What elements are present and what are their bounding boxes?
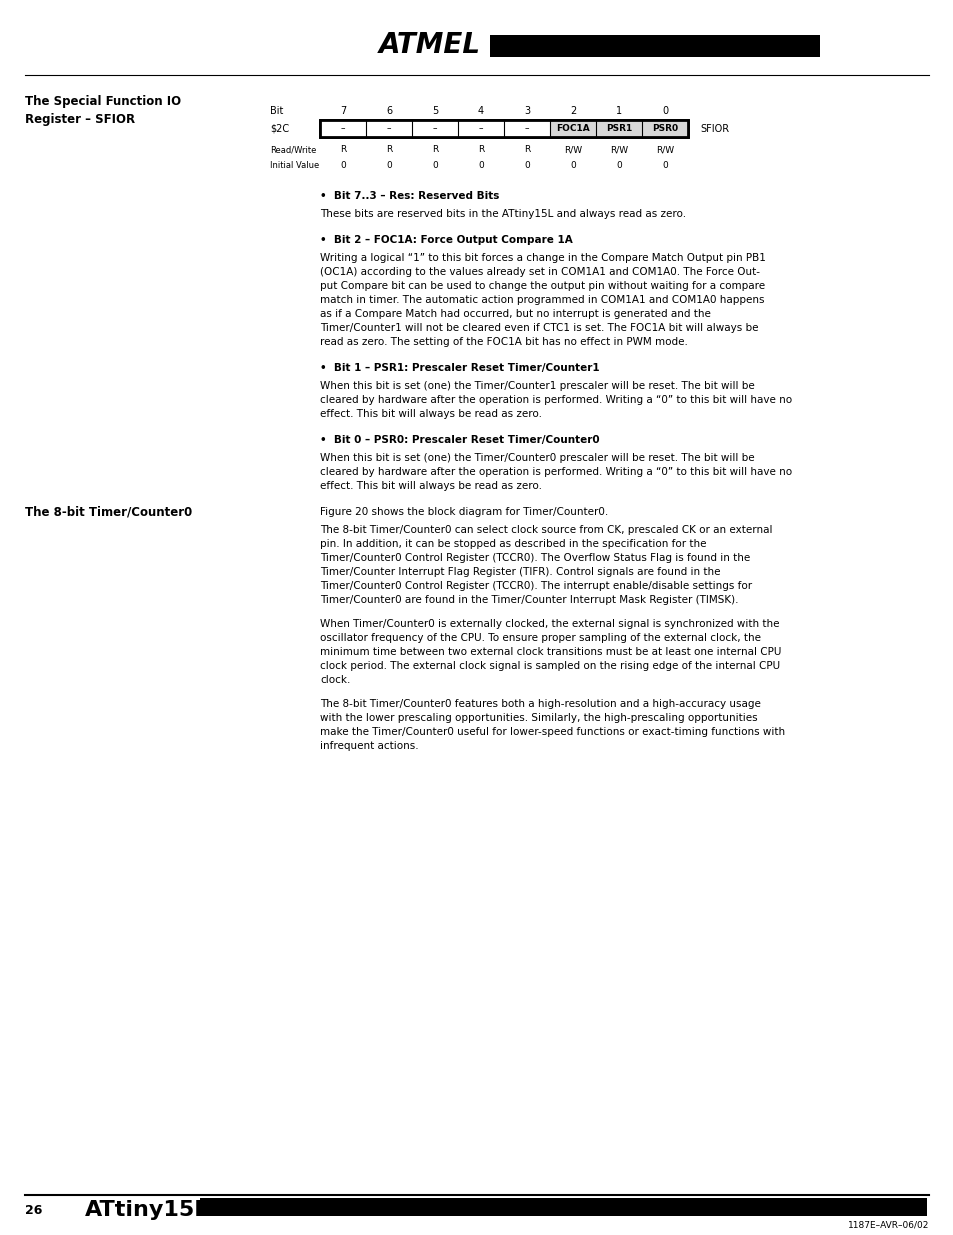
Bar bbox=[503, 120, 550, 137]
Text: PSR1: PSR1 bbox=[605, 124, 632, 133]
Text: 0: 0 bbox=[340, 161, 346, 169]
Text: 2: 2 bbox=[569, 106, 576, 116]
Text: Timer/Counter0 are found in the Timer/Counter Interrupt Mask Register (TIMSK).: Timer/Counter0 are found in the Timer/Co… bbox=[319, 595, 738, 605]
Text: R: R bbox=[432, 146, 437, 154]
Text: 5: 5 bbox=[432, 106, 437, 116]
Text: clock.: clock. bbox=[319, 676, 350, 685]
Bar bbox=[319, 120, 687, 137]
Text: put Compare bit can be used to change the output pin without waiting for a compa: put Compare bit can be used to change th… bbox=[319, 282, 764, 291]
Text: effect. This bit will always be read as zero.: effect. This bit will always be read as … bbox=[319, 480, 541, 492]
Bar bbox=[319, 120, 687, 137]
Text: clock period. The external clock signal is sampled on the rising edge of the int: clock period. The external clock signal … bbox=[319, 661, 780, 671]
Text: R: R bbox=[339, 146, 346, 154]
Text: $2C: $2C bbox=[270, 124, 289, 133]
Text: •  Bit 7..3 – Res: Reserved Bits: • Bit 7..3 – Res: Reserved Bits bbox=[319, 191, 498, 201]
Text: 0: 0 bbox=[477, 161, 483, 169]
Text: –: – bbox=[433, 124, 436, 133]
Text: Figure 20 shows the block diagram for Timer/Counter0.: Figure 20 shows the block diagram for Ti… bbox=[319, 508, 608, 517]
Text: PSR0: PSR0 bbox=[651, 124, 678, 133]
Text: •  Bit 0 – PSR0: Prescaler Reset Timer/Counter0: • Bit 0 – PSR0: Prescaler Reset Timer/Co… bbox=[319, 435, 599, 445]
Text: When this bit is set (one) the Timer/Counter0 prescaler will be reset. The bit w: When this bit is set (one) the Timer/Cou… bbox=[319, 453, 754, 463]
Text: –: – bbox=[340, 124, 345, 133]
Bar bbox=[319, 120, 366, 137]
Text: 7: 7 bbox=[339, 106, 346, 116]
Text: •  Bit 1 – PSR1: Prescaler Reset Timer/Counter1: • Bit 1 – PSR1: Prescaler Reset Timer/Co… bbox=[319, 363, 599, 373]
Bar bbox=[490, 35, 820, 57]
Text: R/W: R/W bbox=[656, 146, 674, 154]
Text: 0: 0 bbox=[661, 106, 667, 116]
Text: effect. This bit will always be read as zero.: effect. This bit will always be read as … bbox=[319, 409, 541, 419]
Text: FOC1A: FOC1A bbox=[556, 124, 589, 133]
Text: with the lower prescaling opportunities. Similarly, the high-prescaling opportun: with the lower prescaling opportunities.… bbox=[319, 713, 757, 722]
Text: –: – bbox=[524, 124, 529, 133]
Text: 0: 0 bbox=[616, 161, 621, 169]
Text: 0: 0 bbox=[661, 161, 667, 169]
Text: (OC1A) according to the values already set in COM1A1 and COM1A0. The Force Out-: (OC1A) according to the values already s… bbox=[319, 267, 760, 277]
Text: cleared by hardware after the operation is performed. Writing a “0” to this bit : cleared by hardware after the operation … bbox=[319, 467, 791, 477]
Text: cleared by hardware after the operation is performed. Writing a “0” to this bit : cleared by hardware after the operation … bbox=[319, 395, 791, 405]
Text: The Special Function IO
Register – SFIOR: The Special Function IO Register – SFIOR bbox=[25, 95, 181, 126]
Bar bbox=[366, 120, 412, 137]
Text: Bit: Bit bbox=[270, 106, 283, 116]
Text: Timer/Counter0 Control Register (TCCR0). The Overflow Status Flag is found in th: Timer/Counter0 Control Register (TCCR0).… bbox=[319, 553, 749, 563]
Text: Writing a logical “1” to this bit forces a change in the Compare Match Output pi: Writing a logical “1” to this bit forces… bbox=[319, 253, 765, 263]
Text: ATMEL: ATMEL bbox=[378, 31, 480, 59]
Text: Initial Value: Initial Value bbox=[270, 161, 319, 169]
Text: When Timer/Counter0 is externally clocked, the external signal is synchronized w: When Timer/Counter0 is externally clocke… bbox=[319, 619, 779, 629]
Text: ATtiny15L: ATtiny15L bbox=[85, 1200, 209, 1220]
Text: Read/Write: Read/Write bbox=[270, 146, 316, 154]
Text: infrequent actions.: infrequent actions. bbox=[319, 741, 418, 751]
Text: 4: 4 bbox=[477, 106, 483, 116]
Text: The 8-bit Timer/Counter0: The 8-bit Timer/Counter0 bbox=[25, 505, 193, 519]
Bar bbox=[596, 120, 641, 137]
Text: When this bit is set (one) the Timer/Counter1 prescaler will be reset. The bit w: When this bit is set (one) the Timer/Cou… bbox=[319, 382, 754, 391]
Text: •  Bit 2 – FOC1A: Force Output Compare 1A: • Bit 2 – FOC1A: Force Output Compare 1A bbox=[319, 235, 572, 245]
Bar bbox=[550, 120, 596, 137]
Text: 0: 0 bbox=[523, 161, 529, 169]
Text: read as zero. The setting of the FOC1A bit has no effect in PWM mode.: read as zero. The setting of the FOC1A b… bbox=[319, 337, 687, 347]
Text: R/W: R/W bbox=[609, 146, 627, 154]
Text: as if a Compare Match had occurred, but no interrupt is generated and the: as if a Compare Match had occurred, but … bbox=[319, 309, 710, 319]
Text: make the Timer/Counter0 useful for lower-speed functions or exact-timing functio: make the Timer/Counter0 useful for lower… bbox=[319, 727, 784, 737]
Text: The 8-bit Timer/Counter0 can select clock source from CK, prescaled CK or an ext: The 8-bit Timer/Counter0 can select cloc… bbox=[319, 525, 772, 535]
Text: 6: 6 bbox=[386, 106, 392, 116]
Text: minimum time between two external clock transitions must be at least one interna: minimum time between two external clock … bbox=[319, 647, 781, 657]
Text: 3: 3 bbox=[523, 106, 530, 116]
Text: oscillator frequency of the CPU. To ensure proper sampling of the external clock: oscillator frequency of the CPU. To ensu… bbox=[319, 634, 760, 643]
Text: R: R bbox=[477, 146, 483, 154]
Bar bbox=[641, 120, 687, 137]
Text: 1: 1 bbox=[616, 106, 621, 116]
Text: match in timer. The automatic action programmed in COM1A1 and COM1A0 happens: match in timer. The automatic action pro… bbox=[319, 295, 763, 305]
Text: 0: 0 bbox=[386, 161, 392, 169]
Text: pin. In addition, it can be stopped as described in the specification for the: pin. In addition, it can be stopped as d… bbox=[319, 538, 706, 550]
Bar bbox=[457, 120, 503, 137]
Text: 0: 0 bbox=[570, 161, 576, 169]
Text: Timer/Counter Interrupt Flag Register (TIFR). Control signals are found in the: Timer/Counter Interrupt Flag Register (T… bbox=[319, 567, 720, 577]
Bar bbox=[412, 120, 457, 137]
Text: The 8-bit Timer/Counter0 features both a high-resolution and a high-accuracy usa: The 8-bit Timer/Counter0 features both a… bbox=[319, 699, 760, 709]
Text: R: R bbox=[385, 146, 392, 154]
Text: –: – bbox=[386, 124, 391, 133]
Text: These bits are reserved bits in the ATtiny15L and always read as zero.: These bits are reserved bits in the ATti… bbox=[319, 209, 685, 219]
Text: Timer/Counter0 Control Register (TCCR0). The interrupt enable/disable settings f: Timer/Counter0 Control Register (TCCR0).… bbox=[319, 580, 751, 592]
Text: 0: 0 bbox=[432, 161, 437, 169]
Text: Timer/Counter1 will not be cleared even if CTC1 is set. The FOC1A bit will alway: Timer/Counter1 will not be cleared even … bbox=[319, 324, 758, 333]
Text: R: R bbox=[523, 146, 530, 154]
Text: –: – bbox=[478, 124, 483, 133]
Text: SFIOR: SFIOR bbox=[700, 124, 728, 133]
Text: 1187E–AVR–06/02: 1187E–AVR–06/02 bbox=[846, 1220, 928, 1230]
Text: 26: 26 bbox=[25, 1203, 42, 1216]
Text: R/W: R/W bbox=[563, 146, 581, 154]
Bar bbox=[200, 1198, 926, 1216]
